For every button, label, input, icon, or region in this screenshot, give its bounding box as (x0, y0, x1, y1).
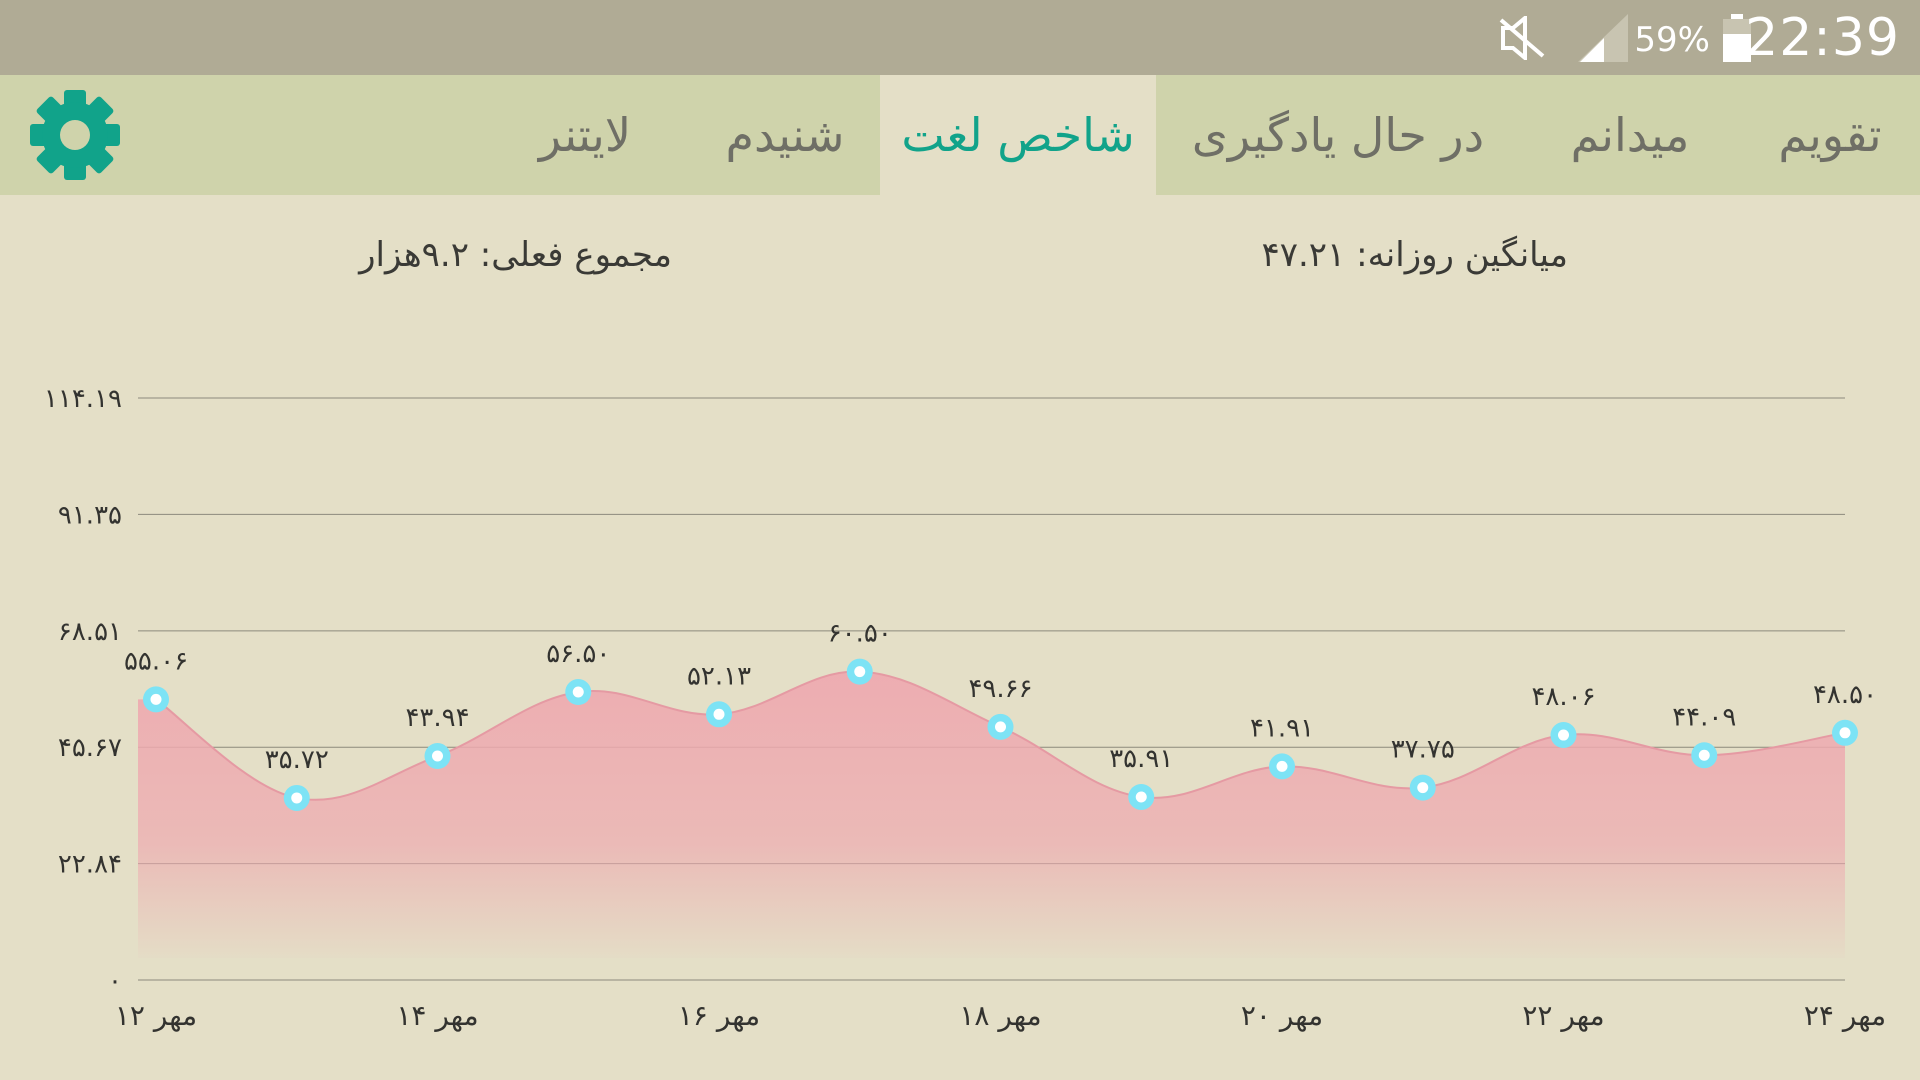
tab-learning[interactable]: در حال یادگیری (1191, 108, 1485, 162)
daily-average: میانگین روزانه: ۴۷.۲۱ (1261, 235, 1568, 275)
data-label: ۴۱.۹۱ (1250, 713, 1314, 743)
data-label: ۴۳.۹۴ (405, 703, 469, 733)
x-tick-label: ۱۲ مهر (115, 999, 197, 1032)
current-total: مجموع فعلی: ۹.۲هزار (359, 235, 672, 275)
data-label: ۶۰.۵۰ (828, 619, 892, 649)
status-time: 22:39 (1745, 8, 1900, 68)
data-label: ۳۷.۷۵ (1391, 735, 1455, 765)
y-tick-label: ۲۲.۸۴ (58, 850, 122, 880)
data-point-center (713, 708, 725, 720)
y-tick-label: ۰ (108, 966, 122, 996)
y-tick-label: ۹۱.۳۵ (58, 500, 122, 530)
data-point-center (1135, 791, 1147, 803)
chart-svg: ۰ ۲۲.۸۴ ۴۵.۶۷ ۶۸.۵۱ ۹۱.۳۵ ۱۱۴.۱۹ ۵۵.۰۶ ۳۵.۷۲ ۴۳.… (44, 384, 1886, 1032)
data-label: ۳۵.۷۲ (265, 745, 329, 775)
data-point-center (1839, 727, 1851, 739)
data-label: ۴۴.۰۹ (1672, 702, 1736, 732)
x-tick-label: ۱۶ مهر (678, 999, 760, 1032)
x-tick-label: ۱۴ مهر (396, 999, 478, 1032)
settings-button[interactable] (28, 88, 122, 182)
y-tick-label: ۶۸.۵۱ (58, 617, 122, 647)
data-point-center (1417, 782, 1429, 794)
data-label: ۴۹.۶۶ (968, 674, 1032, 704)
data-label: ۴۸.۵۰ (1813, 680, 1877, 710)
data-label: ۳۵.۹۱ (1109, 744, 1173, 774)
data-point-center (1558, 729, 1569, 741)
data-label: ۵۶.۵۰ (546, 639, 610, 669)
data-label: ۵۵.۰۶ (124, 646, 188, 676)
status-bar: 59% 22:39 (0, 0, 1920, 75)
tab-word-index[interactable]: شاخص لغت (880, 75, 1156, 195)
data-point-center (572, 686, 584, 698)
data-label: ۴۸.۰۶ (1531, 682, 1595, 712)
data-label: ۵۲.۱۳ (687, 661, 751, 691)
data-point-center (291, 792, 303, 804)
x-tick-label: ۲۲ مهر (1522, 999, 1604, 1032)
x-tick-label: ۲۰ مهر (1241, 999, 1323, 1032)
y-tick-label: ۱۱۴.۱۹ (44, 384, 122, 414)
tab-heard[interactable]: شنیدم (725, 108, 845, 162)
tab-calendar[interactable]: تقویم (1778, 108, 1882, 162)
x-tick-label: ۲۴ مهر (1804, 999, 1886, 1032)
data-point-center (995, 721, 1006, 733)
x-tick-label: ۱۸ مهر (959, 999, 1041, 1032)
battery-icon (1723, 14, 1751, 62)
battery-percent: 59% (1634, 20, 1710, 60)
gear-icon[interactable] (28, 88, 122, 182)
signal-icon (1578, 14, 1628, 62)
word-index-chart: ۰ ۲۲.۸۴ ۴۵.۶۷ ۶۸.۵۱ ۹۱.۳۵ ۱۱۴.۱۹ ۵۵.۰۶ ۳۵.۷۲ ۴۳.… (0, 330, 1920, 1060)
data-point-center (432, 750, 443, 762)
data-point-center (1276, 760, 1288, 772)
y-tick-label: ۴۵.۶۷ (58, 733, 122, 763)
tab-bar: تقویم میدانم در حال یادگیری شاخص لغت شنی… (0, 75, 1920, 195)
data-point-center (854, 666, 866, 678)
data-point-center (1698, 749, 1710, 761)
series-area (138, 671, 1845, 958)
data-point-center (150, 693, 162, 705)
tab-leitner[interactable]: لایتنر (538, 108, 632, 162)
tab-known[interactable]: میدانم (1570, 108, 1690, 162)
mute-icon (1499, 16, 1545, 60)
